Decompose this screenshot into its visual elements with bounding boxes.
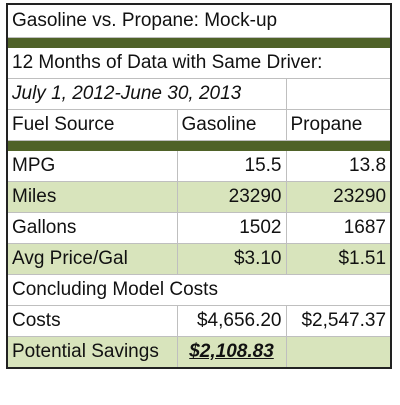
date-range: July 1, 2012-June 30, 2013 — [6, 78, 287, 110]
date-range-row: July 1, 2012-June 30, 2013 — [6, 78, 392, 110]
comparison-table: Gasoline vs. Propane: Mock-up 12 Months … — [6, 3, 393, 369]
savings-row: Potential Savings $2,108.83 — [6, 336, 392, 369]
table-row: Gallons 1502 1687 — [6, 212, 392, 244]
propane-value: 1687 — [285, 212, 392, 244]
divider-band — [6, 37, 392, 48]
title-row: Gasoline vs. Propane: Mock-up — [6, 3, 392, 38]
row-label: Avg Price/Gal — [6, 243, 178, 275]
savings-value: $2,108.83 — [176, 336, 287, 369]
savings-label: Potential Savings — [6, 336, 178, 369]
subtitle-row: 12 Months of Data with Same Driver: — [6, 47, 392, 79]
propane-value: $1.51 — [285, 243, 392, 275]
section-heading: Concluding Model Costs — [6, 274, 392, 306]
divider-band — [6, 140, 392, 151]
propane-value: 23290 — [285, 181, 392, 213]
row-label: MPG — [6, 150, 178, 182]
section-heading-row: Concluding Model Costs — [6, 274, 392, 306]
gasoline-value: 15.5 — [176, 150, 287, 182]
table-row: MPG 15.5 13.8 — [6, 150, 392, 182]
header-gasoline: Gasoline — [176, 109, 287, 141]
costs-row: Costs $4,656.20 $2,547.37 — [6, 305, 392, 337]
table-row: Avg Price/Gal $3.10 $1.51 — [6, 243, 392, 275]
sheet-subtitle: 12 Months of Data with Same Driver: — [6, 47, 392, 79]
header-row: Fuel Source Gasoline Propane — [6, 109, 392, 141]
gasoline-value: $3.10 — [176, 243, 287, 275]
row-label: Miles — [6, 181, 178, 213]
sheet-title: Gasoline vs. Propane: Mock-up — [6, 3, 392, 38]
comparison-sheet: Gasoline vs. Propane: Mock-up 12 Months … — [6, 3, 393, 369]
header-propane: Propane — [285, 109, 392, 141]
costs-label: Costs — [6, 305, 178, 337]
propane-cost: $2,547.37 — [285, 305, 392, 337]
header-fuel-source: Fuel Source — [6, 109, 178, 141]
gasoline-value: 1502 — [176, 212, 287, 244]
row-label: Gallons — [6, 212, 178, 244]
gasoline-cost: $4,656.20 — [176, 305, 287, 337]
propane-value: 13.8 — [285, 150, 392, 182]
gasoline-value: 23290 — [176, 181, 287, 213]
table-row: Miles 23290 23290 — [6, 181, 392, 213]
